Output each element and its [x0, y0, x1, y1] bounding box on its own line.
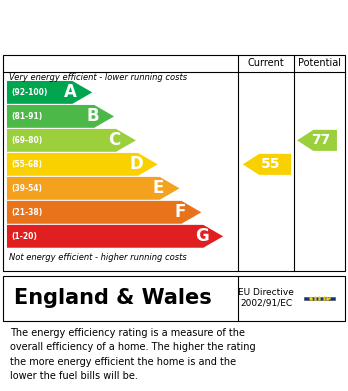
Polygon shape	[7, 153, 158, 176]
Text: D: D	[129, 155, 143, 173]
FancyBboxPatch shape	[303, 297, 335, 300]
Text: G: G	[195, 227, 208, 245]
Text: (21-38): (21-38)	[11, 208, 42, 217]
Text: F: F	[174, 203, 185, 221]
Text: (69-80): (69-80)	[11, 136, 42, 145]
Polygon shape	[7, 105, 114, 128]
Text: The energy efficiency rating is a measure of the
overall efficiency of a home. T: The energy efficiency rating is a measur…	[10, 328, 256, 381]
Text: E: E	[152, 179, 164, 197]
Text: B: B	[86, 108, 99, 126]
Text: Potential: Potential	[298, 58, 341, 68]
Polygon shape	[243, 154, 291, 175]
Text: C: C	[108, 131, 120, 149]
Text: 55: 55	[261, 157, 280, 171]
Polygon shape	[7, 177, 180, 200]
Text: EU Directive
2002/91/EC: EU Directive 2002/91/EC	[238, 289, 294, 308]
Text: (39-54): (39-54)	[11, 184, 42, 193]
Text: (55-68): (55-68)	[11, 160, 42, 169]
Text: (81-91): (81-91)	[11, 112, 42, 121]
Polygon shape	[7, 201, 201, 224]
Text: England & Wales: England & Wales	[14, 288, 212, 308]
Text: Not energy efficient - higher running costs: Not energy efficient - higher running co…	[9, 253, 187, 262]
Polygon shape	[7, 129, 136, 152]
Text: (1-20): (1-20)	[11, 232, 37, 241]
Text: Energy Efficiency Rating: Energy Efficiency Rating	[10, 17, 240, 36]
Text: A: A	[64, 83, 77, 101]
Text: Current: Current	[248, 58, 285, 68]
Text: 77: 77	[311, 133, 330, 147]
Text: Very energy efficient - lower running costs: Very energy efficient - lower running co…	[9, 73, 187, 82]
Text: (92-100): (92-100)	[11, 88, 48, 97]
Polygon shape	[7, 225, 223, 248]
Polygon shape	[7, 81, 92, 104]
Polygon shape	[297, 130, 337, 151]
